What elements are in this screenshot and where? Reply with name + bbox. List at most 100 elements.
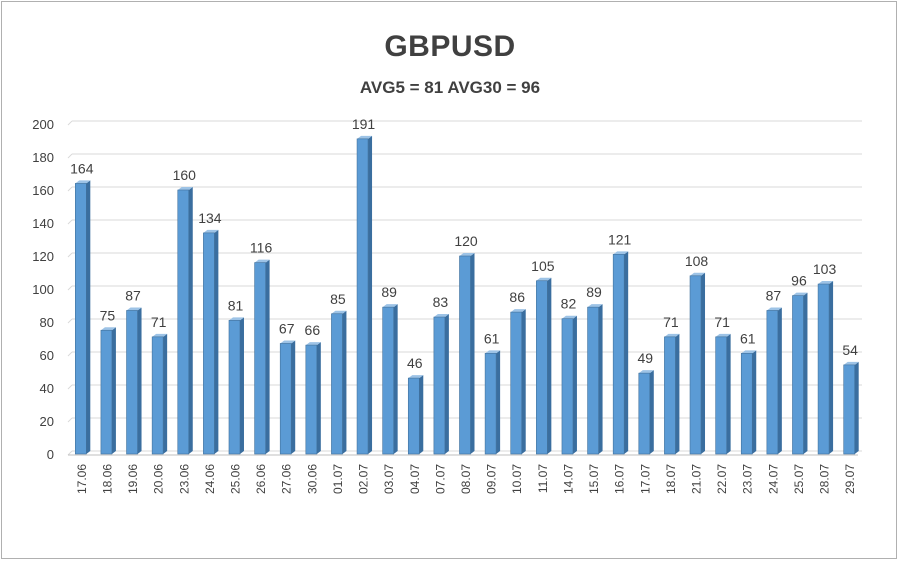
x-tick-label: 09.07 bbox=[485, 464, 499, 494]
bar-front bbox=[612, 254, 625, 455]
bar-top bbox=[177, 187, 193, 190]
bar-front bbox=[459, 255, 471, 455]
y-tick-label: 20 bbox=[40, 414, 54, 429]
x-axis: 17.06 18.06 19.06 20.06 23.06 24.06 25.06 26.06… bbox=[75, 464, 857, 494]
bar-top bbox=[690, 272, 706, 276]
data-label: 116 bbox=[250, 240, 273, 256]
data-label: 134 bbox=[198, 210, 222, 226]
bar-front bbox=[433, 316, 446, 455]
bar-front bbox=[100, 329, 113, 455]
bar-top bbox=[510, 309, 526, 313]
bar-front bbox=[228, 320, 241, 455]
bar bbox=[510, 309, 526, 455]
x-tick-label: 18.06 bbox=[100, 464, 114, 494]
x-tick-label: 04.07 bbox=[408, 464, 422, 494]
data-label: 67 bbox=[279, 320, 295, 336]
data-label: 83 bbox=[433, 294, 449, 310]
data-label: 66 bbox=[305, 322, 321, 338]
bar-top bbox=[587, 304, 603, 308]
data-label: 71 bbox=[663, 314, 679, 330]
bar-top bbox=[792, 292, 808, 296]
data-label: 71 bbox=[151, 314, 167, 330]
data-label: 61 bbox=[740, 330, 756, 346]
gridline-edge bbox=[67, 285, 73, 291]
bar bbox=[459, 253, 475, 455]
chart-subtitle: AVG5 = 81 AVG30 = 96 bbox=[359, 78, 541, 97]
gridline-edge bbox=[67, 219, 73, 225]
data-label: 81 bbox=[228, 297, 244, 313]
data-label: 86 bbox=[509, 289, 525, 305]
x-tick-label: 22.07 bbox=[715, 464, 729, 494]
bar-side bbox=[803, 292, 808, 454]
bar-side bbox=[829, 281, 834, 454]
bar-top bbox=[459, 253, 475, 256]
bar bbox=[75, 180, 91, 455]
bar-front bbox=[331, 313, 343, 455]
bar bbox=[561, 315, 577, 455]
data-label: 87 bbox=[766, 287, 782, 303]
bar-side bbox=[419, 375, 424, 454]
bar-side bbox=[521, 309, 526, 454]
bar-front bbox=[664, 336, 676, 455]
bar bbox=[792, 292, 808, 455]
x-tick-label: 14.07 bbox=[561, 464, 575, 494]
bar bbox=[689, 272, 706, 455]
bar-top bbox=[715, 333, 731, 337]
bar bbox=[228, 317, 244, 455]
data-label: 105 bbox=[531, 258, 555, 274]
bar bbox=[254, 259, 270, 455]
bar bbox=[279, 340, 296, 455]
bar-side bbox=[316, 342, 321, 454]
bar-side bbox=[701, 272, 706, 454]
bar-top bbox=[331, 310, 347, 314]
x-tick-label: 08.07 bbox=[459, 464, 473, 494]
bar-front bbox=[126, 310, 138, 455]
bar bbox=[100, 327, 116, 455]
x-tick-label: 25.06 bbox=[228, 464, 242, 494]
gridline-edge bbox=[67, 318, 73, 324]
bar-top bbox=[843, 361, 859, 365]
bar-side bbox=[726, 333, 731, 454]
bar-top bbox=[766, 307, 782, 311]
bar bbox=[536, 277, 552, 455]
data-label: 120 bbox=[454, 233, 478, 249]
bar bbox=[177, 187, 193, 455]
bar-side bbox=[368, 135, 373, 454]
bar-front bbox=[536, 280, 548, 455]
bar-top bbox=[152, 333, 168, 337]
x-tick-label: 19.06 bbox=[126, 464, 140, 494]
bar-top bbox=[613, 251, 629, 255]
bar-front bbox=[740, 353, 753, 455]
bar-side bbox=[111, 327, 116, 454]
x-tick-label: 23.06 bbox=[177, 464, 191, 494]
bar-front bbox=[510, 311, 523, 455]
bar-top bbox=[638, 370, 654, 374]
bar-front bbox=[75, 183, 87, 455]
bar-top bbox=[357, 135, 373, 139]
bar-side bbox=[470, 253, 475, 454]
x-tick-label: 21.07 bbox=[690, 464, 704, 494]
y-tick-label: 160 bbox=[32, 183, 54, 198]
y-tick-label: 140 bbox=[32, 216, 54, 231]
bar-front bbox=[792, 295, 804, 455]
bar-side bbox=[752, 350, 757, 454]
bar-side bbox=[675, 333, 680, 454]
bar-top bbox=[818, 281, 834, 285]
bar-side bbox=[291, 340, 296, 454]
bar-top bbox=[382, 304, 398, 308]
bar bbox=[126, 307, 142, 455]
bar-top bbox=[100, 327, 116, 331]
bar-front bbox=[254, 262, 266, 455]
bar-side bbox=[572, 315, 577, 454]
bar-front bbox=[561, 318, 574, 455]
bar-front bbox=[484, 353, 497, 455]
bar-top bbox=[254, 259, 270, 263]
bar-front bbox=[279, 343, 292, 455]
y-tick-label: 0 bbox=[47, 447, 54, 462]
bar-top bbox=[203, 229, 219, 233]
bar-front bbox=[715, 336, 727, 455]
bar-top bbox=[536, 277, 552, 281]
bar bbox=[433, 314, 449, 455]
bar-front bbox=[203, 232, 215, 455]
